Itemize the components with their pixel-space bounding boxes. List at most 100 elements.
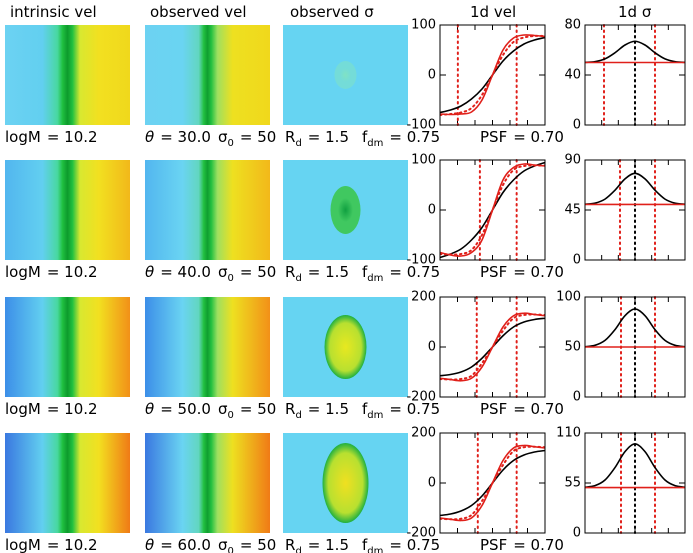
parameter: θ = 60.0 — [145, 536, 211, 553]
parameter: θ = 30.0 — [145, 128, 211, 146]
parameter-symbol: PSF — [480, 536, 507, 553]
plot-frame — [439, 24, 546, 126]
parameter: σ0 = 50 — [218, 536, 276, 553]
line-chart: 0 50 100 — [556, 290, 686, 405]
parameter-value: = 0.70 — [513, 128, 564, 146]
panel-title: observed σ — [290, 3, 374, 21]
parameter: Rd = 1.5 — [285, 128, 349, 149]
parameter-symbol: R — [285, 128, 295, 146]
parameter: σ0 = 50 — [218, 400, 276, 421]
parameter: PSF = 0.70 — [480, 536, 564, 553]
parameter: logM = 10.2 — [5, 128, 98, 146]
parameter: fdm = 0.75 — [362, 400, 440, 421]
parameter-symbol: logM — [5, 128, 41, 146]
parameter-value: = 1.5 — [308, 536, 349, 553]
parameter-value: = 30.0 — [160, 128, 211, 146]
parameter-value: = 0.75 — [389, 400, 440, 418]
y-tick-label: 100 — [411, 153, 436, 168]
y-tick-label: 100 — [411, 18, 436, 33]
parameter-symbol: σ — [218, 128, 228, 146]
parameter-subscript: dm — [367, 410, 383, 421]
parameter-symbol: PSF — [480, 263, 507, 281]
y-tick-label: 50 — [564, 340, 581, 355]
series-line — [440, 34, 545, 116]
intrinsic-vel-map — [5, 433, 130, 533]
y-tick-label: 0 — [428, 340, 436, 355]
parameter-value: = 10.2 — [47, 536, 98, 553]
parameter-subscript: 0 — [228, 546, 234, 553]
sigma-blob — [330, 186, 361, 234]
parameter: fdm = 0.75 — [362, 128, 440, 149]
sigma-blob — [334, 61, 357, 89]
parameter-value: = 10.2 — [47, 400, 98, 418]
panel-title: observed vel — [150, 3, 247, 21]
intrinsic-vel-map — [5, 25, 130, 125]
parameter-symbol: R — [285, 263, 295, 281]
parameter-value: = 1.5 — [308, 400, 349, 418]
parameter-symbol: f — [362, 128, 368, 146]
parameter-subscript: d — [295, 410, 301, 421]
parameter-value: = 0.75 — [389, 263, 440, 281]
parameter: θ = 50.0 — [145, 400, 211, 418]
y-tick-label: 0 — [428, 68, 436, 83]
parameter-symbol: PSF — [480, 128, 507, 146]
observed-vel-map — [145, 160, 270, 260]
series-line — [585, 172, 685, 206]
plot-frame — [439, 432, 546, 534]
panel-title: 1d σ — [618, 3, 652, 21]
parameter-subscript: 0 — [228, 138, 234, 149]
intrinsic-vel-map — [5, 297, 130, 397]
parameter-value: = 50 — [240, 128, 276, 146]
parameter-symbol: logM — [5, 400, 41, 418]
line-chart: 0 55 110 — [556, 426, 686, 541]
observed-vel-map — [145, 297, 270, 397]
parameter: Rd = 1.5 — [285, 400, 349, 421]
y-tick-label: -100 — [406, 118, 436, 133]
parameter-value: = 60.0 — [160, 536, 211, 553]
parameter-value: = 0.70 — [513, 263, 564, 281]
parameter-symbol: logM — [5, 536, 41, 553]
y-tick-label: 0 — [573, 390, 581, 405]
parameter-symbol: σ — [218, 536, 228, 553]
parameter-subscript: d — [295, 546, 301, 553]
y-tick-label: 110 — [556, 426, 581, 441]
sigma-blob — [322, 443, 369, 523]
plot-frame — [584, 24, 686, 126]
y-tick-label: 90 — [564, 153, 581, 168]
parameter: σ0 = 50 — [218, 263, 276, 284]
y-tick-label: 0 — [573, 118, 581, 133]
parameter: PSF = 0.70 — [480, 128, 564, 146]
parameter-value: = 10.2 — [47, 128, 98, 146]
parameter-symbol: f — [362, 263, 368, 281]
series-line — [440, 163, 545, 257]
parameter-subscript: d — [295, 138, 301, 149]
parameter: PSF = 0.70 — [480, 263, 564, 281]
parameter-subscript: 0 — [228, 410, 234, 421]
y-tick-label: 40 — [564, 68, 581, 83]
sigma-blob — [324, 315, 367, 379]
parameter: fdm = 0.75 — [362, 536, 440, 553]
parameter: σ0 = 50 — [218, 128, 276, 149]
series-line — [440, 312, 545, 382]
y-tick-label: 0 — [573, 526, 581, 541]
y-tick-label: 100 — [556, 290, 581, 305]
parameter-value: = 0.75 — [389, 536, 440, 553]
y-tick-label: 0 — [573, 253, 581, 268]
plot-frame — [584, 159, 686, 261]
line-chart: 0 40 80 — [564, 18, 686, 133]
y-tick-label: 0 — [428, 203, 436, 218]
parameter: θ = 40.0 — [145, 263, 211, 281]
parameter-subscript: dm — [367, 138, 383, 149]
y-tick-label: 80 — [564, 18, 581, 33]
series-line — [440, 445, 545, 521]
line-chart: -200 0 200 — [406, 290, 546, 405]
plot-frame — [439, 159, 546, 261]
parameter-symbol: logM — [5, 263, 41, 281]
parameter-symbol: f — [362, 400, 368, 418]
parameter-symbol: θ — [145, 128, 154, 146]
intrinsic-vel-map — [5, 160, 130, 260]
series-line — [585, 443, 685, 488]
parameter-value: = 40.0 — [160, 263, 211, 281]
y-tick-label: 200 — [411, 426, 436, 441]
parameter-symbol: PSF — [480, 400, 507, 418]
